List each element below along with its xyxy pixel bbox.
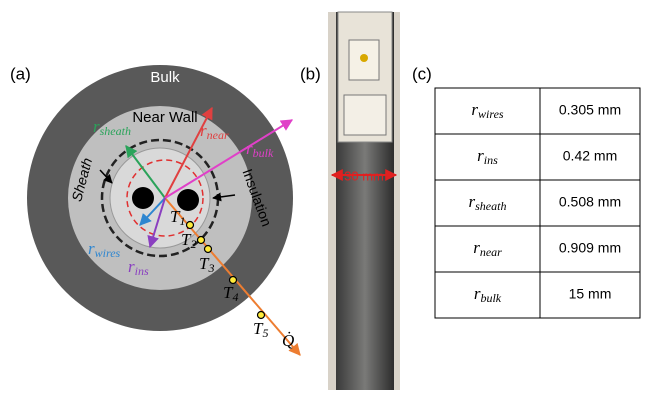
subscript: 2 [190,237,196,251]
symbol-label: rins [477,146,498,167]
symbol-label: rsheath [469,192,507,213]
photo [328,12,400,390]
table-value: 15 mm [569,286,612,302]
table-value: 0.305 mm [559,102,621,118]
subscript: 3 [207,261,214,275]
subscript: near [480,245,502,259]
symbol-label: T5 [253,319,268,340]
table-value: 0.508 mm [559,194,621,210]
table: rwires 0.305 mm rins 0.42 mm rsheath 0.508 mm… [435,88,640,318]
figure: (a) (b) (c) Bulk Near Wall Sheath Insula… [0,0,645,390]
symbol-label: rnear [473,238,502,259]
subscript: 1 [179,214,185,228]
symbol-label: rbulk [474,284,502,305]
heat-flux-label: Q̇ [282,331,294,350]
region-label: Near Wall [132,109,197,126]
panel-label: (a) [10,64,31,83]
panel-label: (c) [412,64,432,83]
subscript: 5 [262,326,268,340]
scale-label: 30 mm [344,168,384,183]
table-value: 0.909 mm [559,240,621,256]
region-label: Bulk [150,69,180,86]
table-value: 0.42 mm [563,148,617,164]
subscript: ins [484,153,498,167]
subscript: wires [478,107,504,121]
subscript: bulk [480,291,501,305]
symbol-label: rwires [471,100,504,121]
panel-label: (b) [300,64,321,83]
subscript: sheath [475,199,506,213]
subscript: 4 [232,290,238,304]
